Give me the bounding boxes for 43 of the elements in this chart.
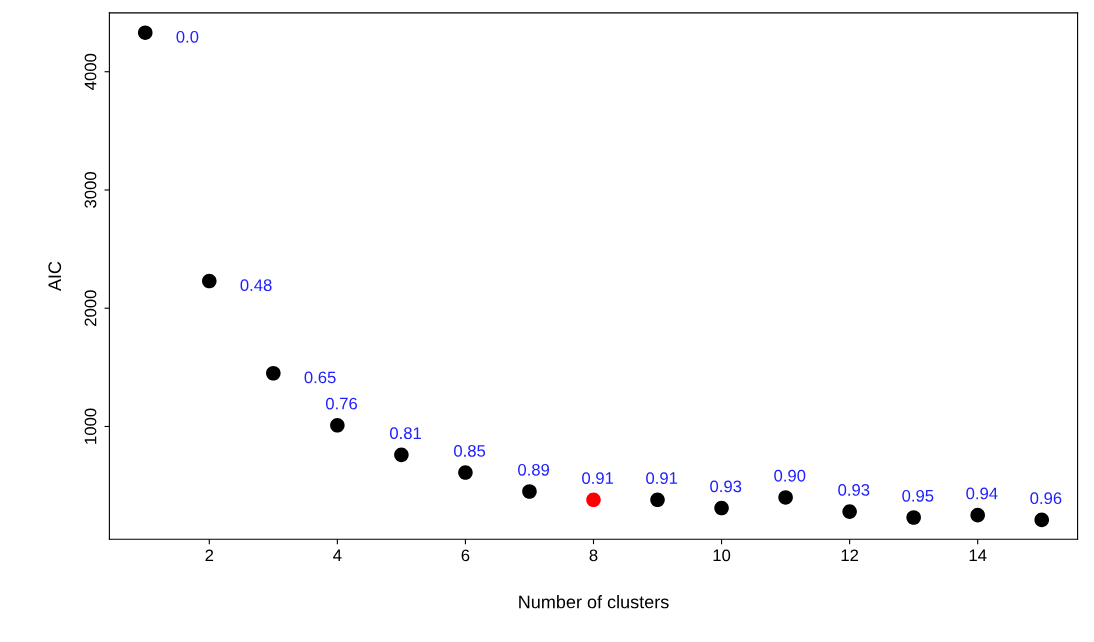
- x-tick-label: 14: [969, 549, 987, 562]
- annotation: 0.91: [582, 472, 614, 484]
- point: [394, 447, 409, 463]
- x-tick-label: 6: [461, 549, 470, 562]
- annotation: 0.65: [304, 371, 336, 384]
- annotation: 0.0: [176, 30, 199, 43]
- annotation: 0.94: [966, 487, 998, 500]
- point: [906, 510, 921, 525]
- x-tick-label: 4: [333, 549, 342, 562]
- y-tick-label: 2000: [84, 290, 97, 326]
- x-tick-label: 8: [589, 549, 598, 562]
- y-tick-label: 1000: [84, 408, 97, 444]
- point: [330, 418, 345, 433]
- annotation: 0.48: [240, 279, 272, 292]
- y-tick-label: 3000: [84, 172, 97, 208]
- annotation: 0.89: [518, 463, 550, 476]
- annotation: 0.93: [710, 480, 742, 493]
- point: [522, 484, 537, 499]
- point: [202, 273, 217, 289]
- point: [842, 504, 857, 519]
- annotation: 0.91: [646, 472, 678, 484]
- x-tick-label: 10: [713, 549, 731, 562]
- y-axis-title: AIC: [48, 261, 62, 292]
- point: [650, 492, 665, 508]
- point: [970, 507, 985, 523]
- point: [266, 365, 281, 381]
- point: [714, 500, 729, 516]
- annotation: 0.85: [454, 444, 486, 457]
- x-tick-label: 2: [205, 549, 214, 562]
- annotation: 0.95: [902, 489, 934, 502]
- x-axis-title: Number of clusters: [519, 595, 669, 609]
- annotation: 0.81: [389, 427, 421, 440]
- point: [458, 465, 473, 480]
- point: [778, 490, 793, 505]
- annotation: 0.96: [1030, 492, 1062, 505]
- y-tick-label: 4000: [84, 53, 97, 90]
- point: [137, 25, 153, 40]
- x-tick-label: 12: [841, 549, 859, 562]
- annotation: 0.76: [325, 397, 358, 410]
- annotation: 0.90: [774, 469, 806, 482]
- point: [586, 492, 601, 508]
- point: [1034, 512, 1050, 528]
- annotation: 0.93: [838, 484, 870, 496]
